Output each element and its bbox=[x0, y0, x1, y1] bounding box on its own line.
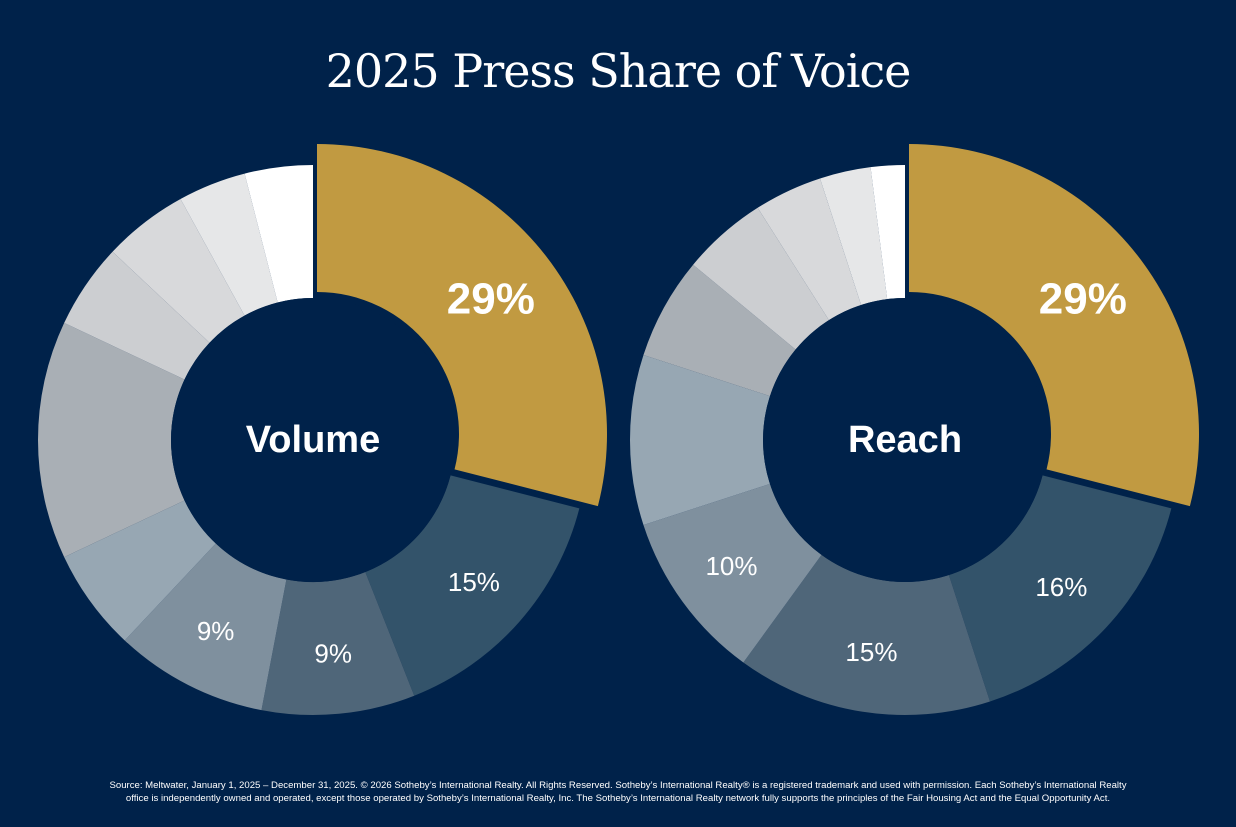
donut-slice bbox=[317, 144, 607, 507]
donut-slice bbox=[365, 475, 580, 696]
slice-value-label: 15% bbox=[845, 637, 897, 667]
donut-slice bbox=[64, 500, 216, 641]
donut-chart-volume: 29% 15% 9% 9% Volume bbox=[38, 144, 607, 715]
slice-value-label: 10% bbox=[705, 551, 757, 581]
donut-slice bbox=[643, 483, 822, 663]
donut-hole bbox=[171, 298, 455, 582]
donut-slice bbox=[261, 572, 415, 715]
slice-value-label: 9% bbox=[197, 616, 235, 646]
donut-slice bbox=[112, 199, 245, 343]
donut-slice bbox=[180, 173, 278, 316]
donut-chart-reach: 29% 16% 15% 10% Reach bbox=[630, 144, 1199, 715]
donut-slice bbox=[244, 165, 313, 303]
donut-slice bbox=[64, 251, 210, 380]
donut-slice bbox=[643, 264, 796, 397]
donut-slice bbox=[948, 475, 1172, 702]
slice-value-label: 29% bbox=[1039, 275, 1127, 324]
donut-center-label: Volume bbox=[246, 419, 380, 461]
donut-hole bbox=[763, 298, 1047, 582]
donut-slice bbox=[909, 144, 1199, 507]
donut-slice bbox=[820, 167, 888, 305]
donut-slice bbox=[870, 165, 905, 300]
donut-slice bbox=[38, 322, 185, 558]
donut-slice bbox=[757, 178, 862, 321]
donut-center-label: Reach bbox=[848, 419, 962, 461]
page-title: 2025 Press Share of Voice bbox=[325, 44, 912, 98]
slice-value-label: 9% bbox=[314, 639, 352, 669]
donut-slice bbox=[124, 543, 287, 711]
source-footnote: Source: Meltwater, January 1, 2025 – Dec… bbox=[20, 779, 1216, 805]
slice-value-label: 29% bbox=[447, 275, 535, 324]
slice-value-label: 16% bbox=[1035, 572, 1087, 602]
donut-slice bbox=[630, 355, 770, 525]
footnote-line-2: office is independently owned and operat… bbox=[125, 793, 1111, 804]
donut-slice bbox=[743, 554, 990, 715]
footnote-line-1: Source: Meltwater, January 1, 2025 – Dec… bbox=[109, 780, 1127, 791]
donut-slice bbox=[693, 207, 829, 350]
slice-value-label: 15% bbox=[448, 567, 500, 597]
